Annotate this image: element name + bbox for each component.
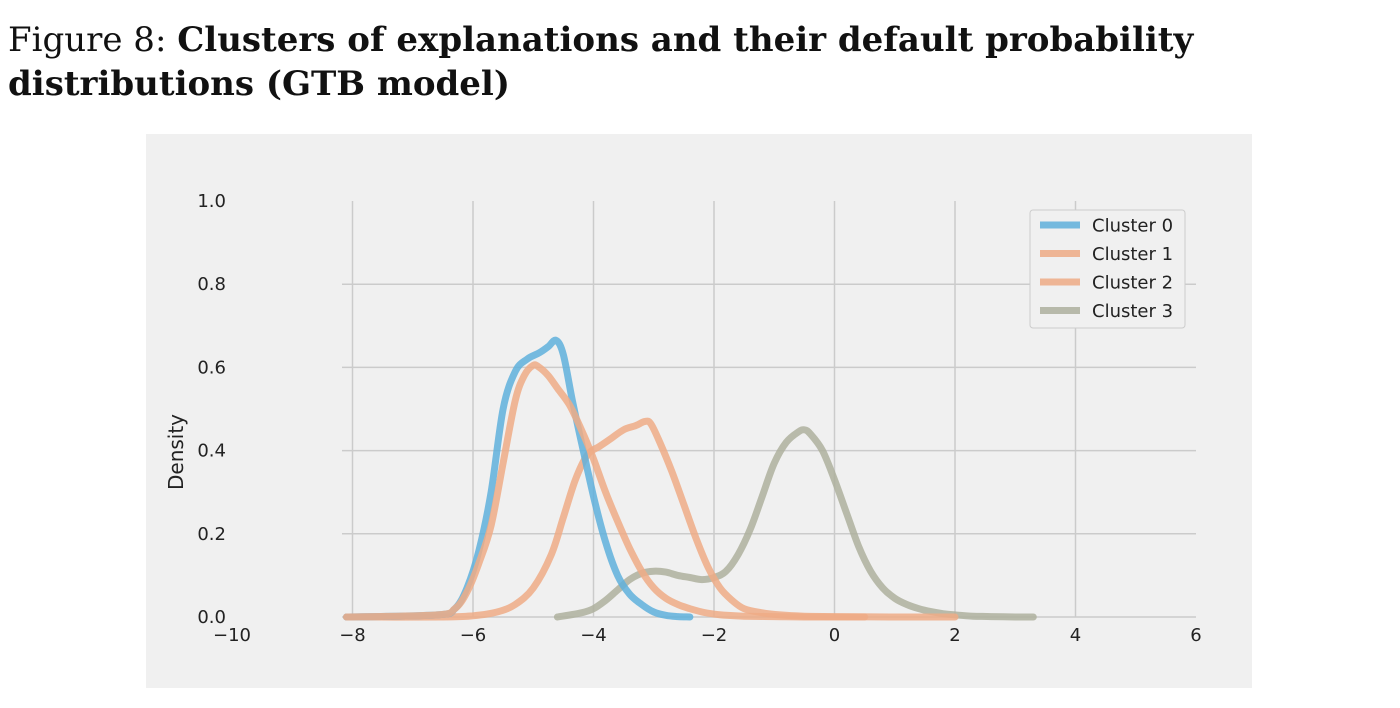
x-tick-label: 2 bbox=[949, 625, 960, 646]
legend-label-cluster-0: Cluster 0 bbox=[1092, 216, 1173, 237]
y-tick-label: 0.2 bbox=[197, 524, 226, 545]
legend-label-cluster-2: Cluster 2 bbox=[1092, 273, 1173, 294]
x-tick-label: −4 bbox=[580, 625, 607, 646]
x-tick-labels: −10 −8 −6 −4 −2 0 2 4 6 bbox=[213, 625, 1202, 646]
chart-figure: −10 −8 −6 −4 −2 0 2 4 6 0.0 0.2 0.4 0.6 0.8 1.0 Densi… bbox=[146, 134, 1252, 688]
y-tick-label: 1.0 bbox=[197, 191, 226, 212]
y-tick-label: 0.6 bbox=[197, 357, 226, 378]
figure-label: Figure 8: bbox=[8, 20, 167, 60]
series-line-cluster-2 bbox=[343, 417, 959, 621]
y-tick-label: 0.8 bbox=[197, 274, 226, 295]
y-tick-label: 0.0 bbox=[197, 607, 226, 628]
x-tick-label: 6 bbox=[1190, 625, 1201, 646]
x-tick-label: −2 bbox=[701, 625, 728, 646]
legend-label-cluster-1: Cluster 1 bbox=[1092, 244, 1173, 265]
legend-frame bbox=[1029, 209, 1186, 329]
x-tick-label: −6 bbox=[460, 625, 487, 646]
x-tick-label: −10 bbox=[213, 625, 251, 646]
series-lines bbox=[343, 336, 1037, 621]
figure-title: Clusters of explanations and their defau… bbox=[8, 20, 1194, 104]
series-line-cluster-1 bbox=[343, 361, 869, 621]
grid-lines bbox=[342, 201, 1196, 618]
y-tick-labels: 0.0 0.2 0.4 0.6 0.8 1.0 bbox=[197, 191, 226, 628]
x-tick-label: 0 bbox=[829, 625, 840, 646]
y-tick-label: 0.4 bbox=[197, 441, 226, 462]
x-tick-label: 4 bbox=[1070, 625, 1081, 646]
legend: Cluster 0 Cluster 1 Cluster 2 Cluster 3 bbox=[1029, 209, 1186, 329]
x-tick-label: −8 bbox=[339, 625, 366, 646]
legend-label-cluster-3: Cluster 3 bbox=[1092, 301, 1173, 322]
figure-caption: Figure 8: Clusters of explanations and t… bbox=[8, 18, 1398, 106]
density-chart: −10 −8 −6 −4 −2 0 2 4 6 0.0 0.2 0.4 0.6 0.8 1.0 Densi… bbox=[164, 191, 1202, 646]
y-axis-label: Density bbox=[164, 414, 188, 490]
